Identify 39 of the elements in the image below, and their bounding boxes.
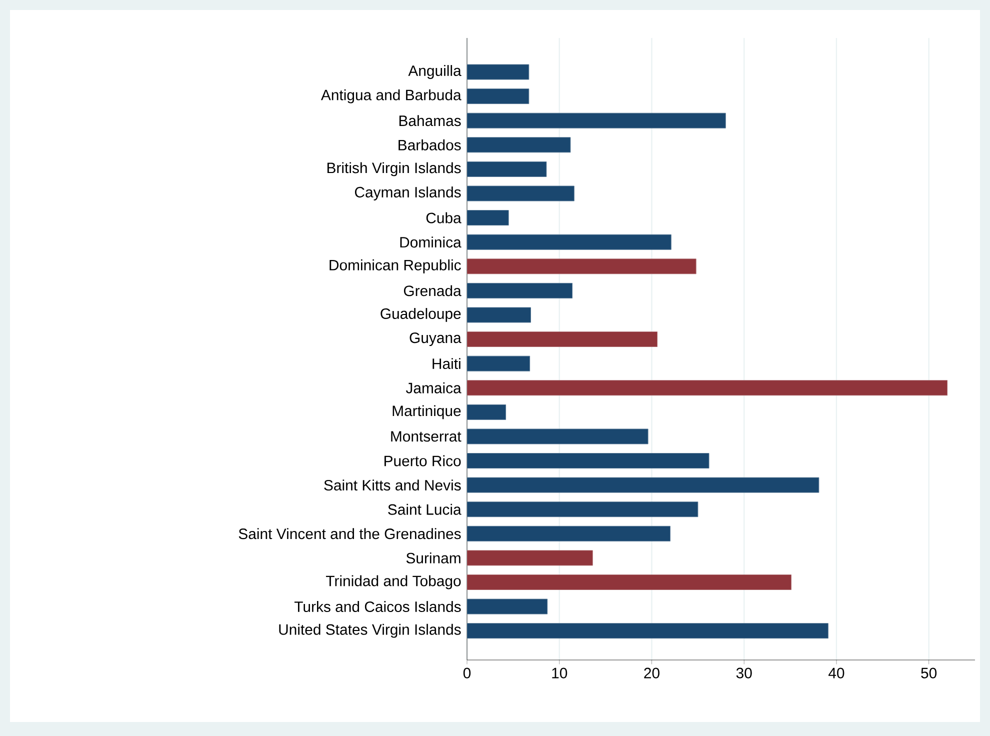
bar [467,574,792,590]
x-tick-label: 10 [552,668,568,678]
y-tick-label: Guadeloupe [380,308,461,322]
y-tick-label: Jamaica [406,382,462,394]
y-tick-label: Dominica [400,236,462,248]
y-tick-label: Saint Vincent and the Grenadines [238,528,461,540]
bar [467,210,509,226]
y-tick-label: Turks and Caicos Islands [294,601,461,612]
y-tick-label: Barbados [398,139,461,150]
x-tick-label: 0 [463,668,471,678]
y-tick-label: Saint Kitts and Nevis [324,480,461,491]
y-tick-label: Grenada [404,285,462,296]
bar [467,550,593,566]
y-tick-label: Dominican Republic [330,259,461,274]
x-tick-label: 30 [736,668,752,678]
y-tick-label: Anguilla [408,65,462,79]
y-tick-label: Guyana [410,332,462,346]
y-tick-label: Antigua and Barbuda [320,89,462,104]
y-tick-label: United States Virgin Islands [279,624,461,638]
bar [467,161,547,177]
x-tick-label: 50 [921,668,937,678]
y-tick-label: Saint Lucia [388,504,462,515]
bar [467,380,948,396]
y-tick-label: Puerto Rico [384,455,461,466]
y-tick-label: Trinidad and Tobago [326,575,461,590]
y-tick-label: Bahamas [399,115,461,126]
y-tick-label: Cuba [426,212,462,224]
y-tick-label: British Virgin Islands [327,162,461,176]
y-tick-label: Haiti [432,358,460,370]
bar [467,234,672,250]
y-tick-label: Martinique [392,405,461,420]
bar [467,307,531,323]
y-tick-label: Surinam [406,552,460,564]
bar [467,623,828,639]
x-tick-label: 40 [828,668,844,678]
x-tick-label: 20 [644,668,660,678]
y-tick-label: Montserrat [391,431,462,442]
bar [467,137,571,153]
y-tick-label: Cayman Islands [354,186,461,200]
